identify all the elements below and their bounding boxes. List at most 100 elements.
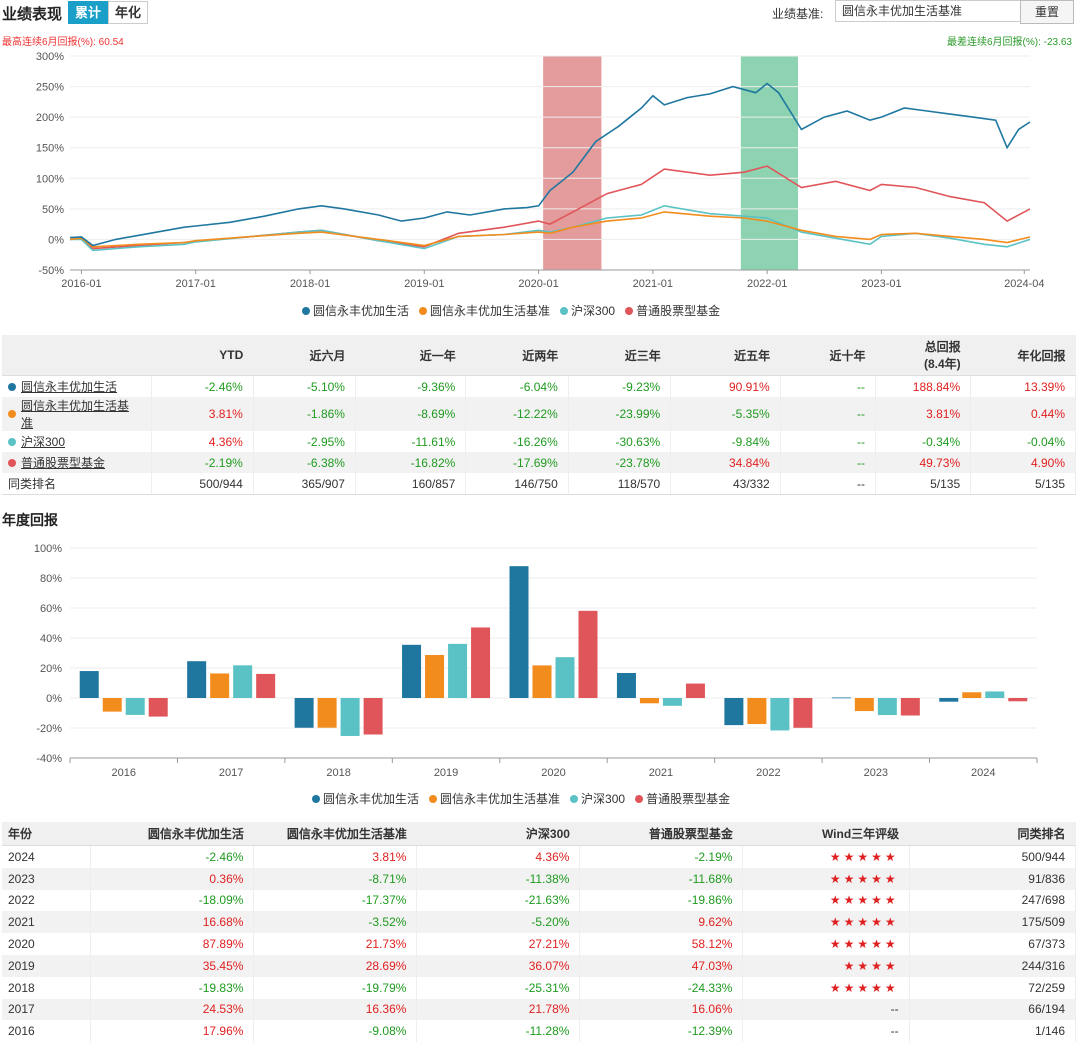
bar-2024-2 <box>985 691 1004 698</box>
yearly-table: 年份圆信永丰优加生活圆信永丰优加生活基准沪深300普通股票型基金Wind三年评级… <box>2 822 1076 1042</box>
rank-cell: 244/316 <box>909 955 1075 977</box>
yearly-value-cell: -11.38% <box>417 868 580 890</box>
y-tick-label: 20% <box>40 663 62 675</box>
y-tick-label: 80% <box>40 573 62 585</box>
legend-dot-icon <box>312 795 320 803</box>
bar-2024-3 <box>1008 698 1027 701</box>
table-row: 202087.89%21.73%27.21%58.12%★★★★★67/373 <box>2 933 1076 955</box>
perf-value-cell: -0.04% <box>971 431 1076 452</box>
yearly-header-cell: 同类排名 <box>909 822 1075 846</box>
yearly-value-cell: -17.37% <box>254 890 417 912</box>
legend-item[interactable]: 沪深300 <box>560 302 615 319</box>
x-tick-label: 2021-01 <box>633 278 673 290</box>
yearly-value-cell: 16.68% <box>91 911 254 933</box>
x-tick-label: 2017-01 <box>176 278 216 290</box>
y-tick-label: 60% <box>40 603 62 615</box>
bar-2019-3 <box>471 627 490 698</box>
benchmark-select[interactable]: 圆信永丰优加生活基准 <box>835 0 1021 22</box>
bar-2021-3 <box>686 684 705 698</box>
series-name-link[interactable]: 沪深300 <box>21 433 65 450</box>
x-tick-label: 2016-01 <box>61 278 101 290</box>
rating-cell: ★★★★★ <box>743 890 909 912</box>
perf-value-cell: 3.81% <box>151 397 253 431</box>
row-name-cell[interactable]: 圆信永丰优加生活基准 <box>2 397 151 431</box>
legend-item[interactable]: 沪深300 <box>570 790 625 807</box>
bar-2020-3 <box>579 611 598 698</box>
star-rating-icon: ★★★★★ <box>830 915 899 929</box>
x-tick-label: 2023-01 <box>861 278 901 290</box>
shaded-period-0 <box>543 56 601 270</box>
legend-dot-icon <box>419 307 427 315</box>
row-name-cell[interactable]: 普通股票型基金 <box>2 452 151 473</box>
y-tick-label: 200% <box>36 112 64 124</box>
perf-value-cell: -17.69% <box>466 452 568 473</box>
table-row: 2018-19.83%-19.79%-25.31%-24.33%★★★★★72/… <box>2 977 1076 999</box>
rating-cell: ★★★★★ <box>743 933 909 955</box>
legend-dot-icon <box>625 307 633 315</box>
series-name-link[interactable]: 圆信永丰优加生活 <box>21 378 117 395</box>
legend-item[interactable]: 圆信永丰优加生活 <box>312 790 419 807</box>
tab-cumulative[interactable]: 累计 <box>68 1 108 24</box>
perf-value-cell: 34.84% <box>671 452 780 473</box>
perf-value-cell: 3.81% <box>875 397 970 431</box>
series-dot-icon <box>8 459 16 467</box>
perf-value-cell: -- <box>780 452 875 473</box>
yearly-header-cell: 圆信永丰优加生活 <box>91 822 254 846</box>
yearly-value-cell: 27.21% <box>417 933 580 955</box>
series-dot-icon <box>8 410 16 418</box>
year-cell: 2018 <box>2 977 91 999</box>
yearly-value-cell: 87.89% <box>91 933 254 955</box>
perf-value-cell: 160/857 <box>355 473 465 495</box>
perf-value-cell: 49.73% <box>875 452 970 473</box>
star-rating-icon: ★★★★★ <box>830 981 899 995</box>
row-name-cell: 同类排名 <box>2 473 151 495</box>
year-cell: 2021 <box>2 911 91 933</box>
perf-header-cell: 近十年 <box>780 335 875 376</box>
yearly-value-cell: 21.78% <box>417 999 580 1021</box>
rating-cell: -- <box>743 999 909 1021</box>
bar-2021-2 <box>663 698 682 706</box>
perf-header-cell <box>2 335 151 376</box>
row-name-cell[interactable]: 沪深300 <box>2 431 151 452</box>
y-tick-label: 100% <box>34 543 62 555</box>
table-row: 202116.68%-3.52%-5.20%9.62%★★★★★175/509 <box>2 911 1076 933</box>
bar-2022-0 <box>724 698 743 725</box>
bar-2022-1 <box>747 698 766 724</box>
yearly-value-cell: -2.19% <box>580 846 743 868</box>
yearly-header-cell: 沪深300 <box>417 822 580 846</box>
table-row: 2022-18.09%-17.37%-21.63%-19.86%★★★★★247… <box>2 890 1076 912</box>
bar-2024-0 <box>939 698 958 702</box>
perf-value-cell: -16.26% <box>466 431 568 452</box>
series-name-link[interactable]: 普通股票型基金 <box>21 454 105 471</box>
tab-annualized[interactable]: 年化 <box>108 1 148 24</box>
series-name-link[interactable]: 圆信永丰优加生活基准 <box>21 397 141 431</box>
rating-cell: ★★★★★ <box>743 846 909 868</box>
y-tick-label: 150% <box>36 143 64 155</box>
x-tick-label: 2024 <box>971 767 995 779</box>
rank-cell: 175/509 <box>909 911 1075 933</box>
reset-button[interactable]: 重置 <box>1020 0 1074 24</box>
legend-item[interactable]: 圆信永丰优加生活基准 <box>429 790 560 807</box>
perf-value-cell: -2.95% <box>253 431 355 452</box>
y-tick-label: 0% <box>46 693 62 705</box>
legend-item[interactable]: 普通股票型基金 <box>625 302 720 319</box>
yearly-value-cell: -12.39% <box>580 1020 743 1042</box>
row-name-cell[interactable]: 圆信永丰优加生活 <box>2 376 151 398</box>
table-row: 圆信永丰优加生活基准3.81%-1.86%-8.69%-12.22%-23.99… <box>2 397 1076 431</box>
year-cell: 2023 <box>2 868 91 890</box>
series-dot-icon <box>8 438 16 446</box>
legend-item[interactable]: 普通股票型基金 <box>635 790 730 807</box>
legend-item[interactable]: 圆信永丰优加生活基准 <box>419 302 550 319</box>
x-tick-label: 2017 <box>219 767 243 779</box>
perf-value-cell: 13.39% <box>971 376 1076 398</box>
yearly-value-cell: 4.36% <box>417 846 580 868</box>
legend-item[interactable]: 圆信永丰优加生活 <box>302 302 409 319</box>
legend-label: 圆信永丰优加生活基准 <box>430 302 550 319</box>
star-rating-icon: ★★★★ <box>844 959 899 973</box>
perf-header-cell: 近一年 <box>355 335 465 376</box>
rating-cell: ★★★★★ <box>743 977 909 999</box>
legend-dot-icon <box>560 307 568 315</box>
rank-cell: 1/146 <box>909 1020 1075 1042</box>
rating-cell: ★★★★★ <box>743 868 909 890</box>
perf-value-cell: -8.69% <box>355 397 465 431</box>
